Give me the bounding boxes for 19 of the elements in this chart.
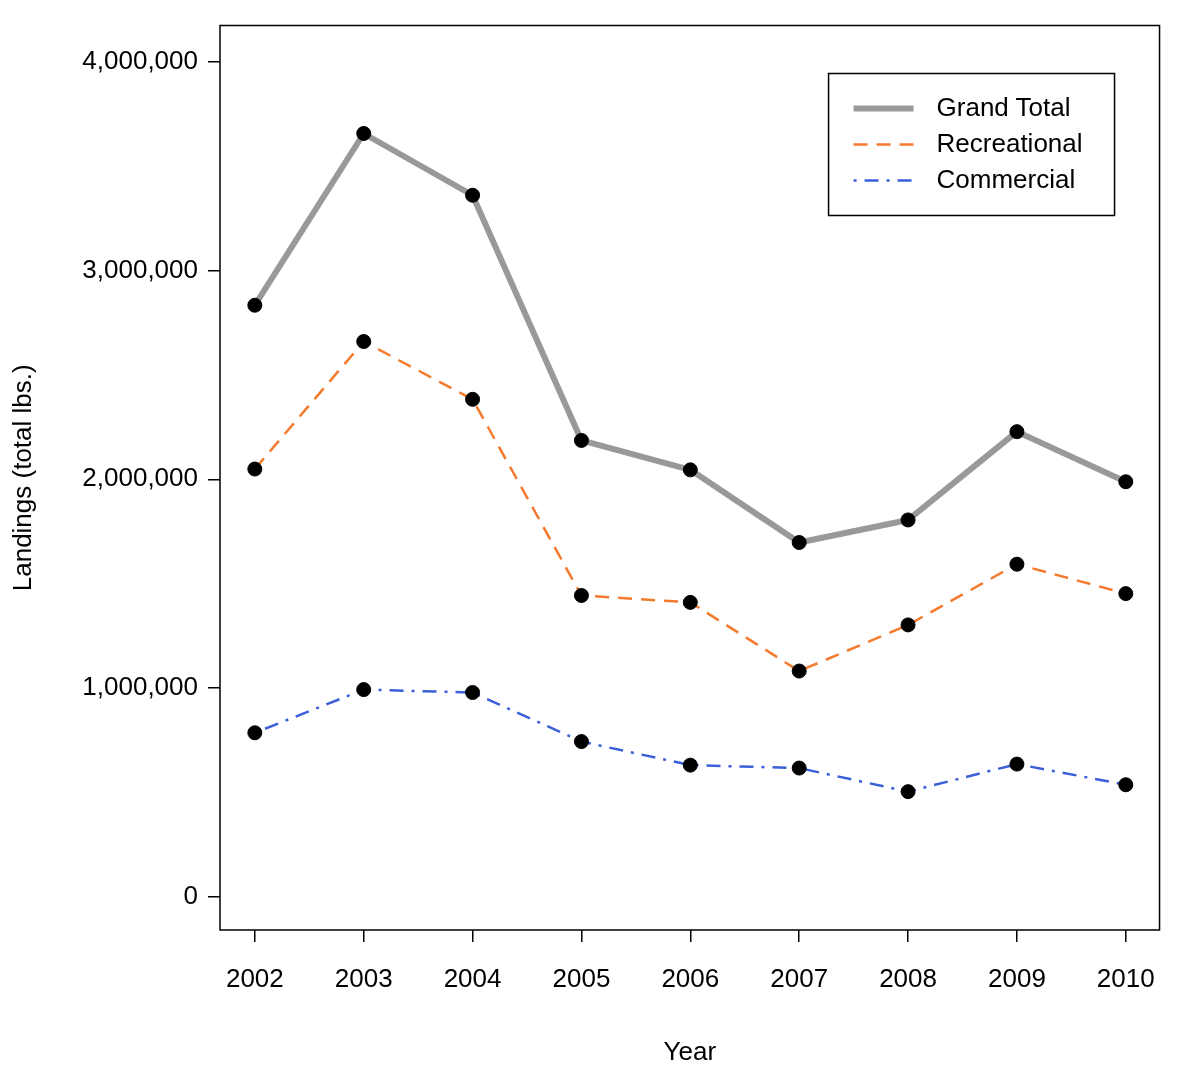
x-tick-label: 2005: [552, 962, 611, 993]
y-tick-label: 4,000,000: [82, 45, 198, 76]
x-axis-title: Year: [663, 1035, 717, 1066]
x-tick-label: 2008: [879, 962, 937, 993]
legend-label: Recreational: [936, 127, 1083, 158]
x-tick-label: 2010: [1096, 962, 1155, 993]
legend-label: Commercial: [936, 163, 1076, 194]
y-tick-label: 1,000,000: [82, 671, 198, 702]
y-tick-label: 3,000,000: [82, 253, 198, 284]
y-axis-title: Landings (total lbs.): [6, 364, 37, 592]
legend-label: Grand Total: [936, 91, 1071, 122]
x-tick-label: 2003: [334, 962, 393, 993]
x-tick-label: 2009: [988, 962, 1046, 993]
x-tick-label: 2002: [225, 962, 284, 993]
x-tick-label: 2007: [770, 962, 829, 993]
x-tick-label: 2004: [443, 962, 502, 993]
x-tick-label: 2006: [661, 962, 720, 993]
y-tick-label: 2,000,000: [82, 462, 198, 493]
y-tick-label: 0: [183, 879, 198, 910]
